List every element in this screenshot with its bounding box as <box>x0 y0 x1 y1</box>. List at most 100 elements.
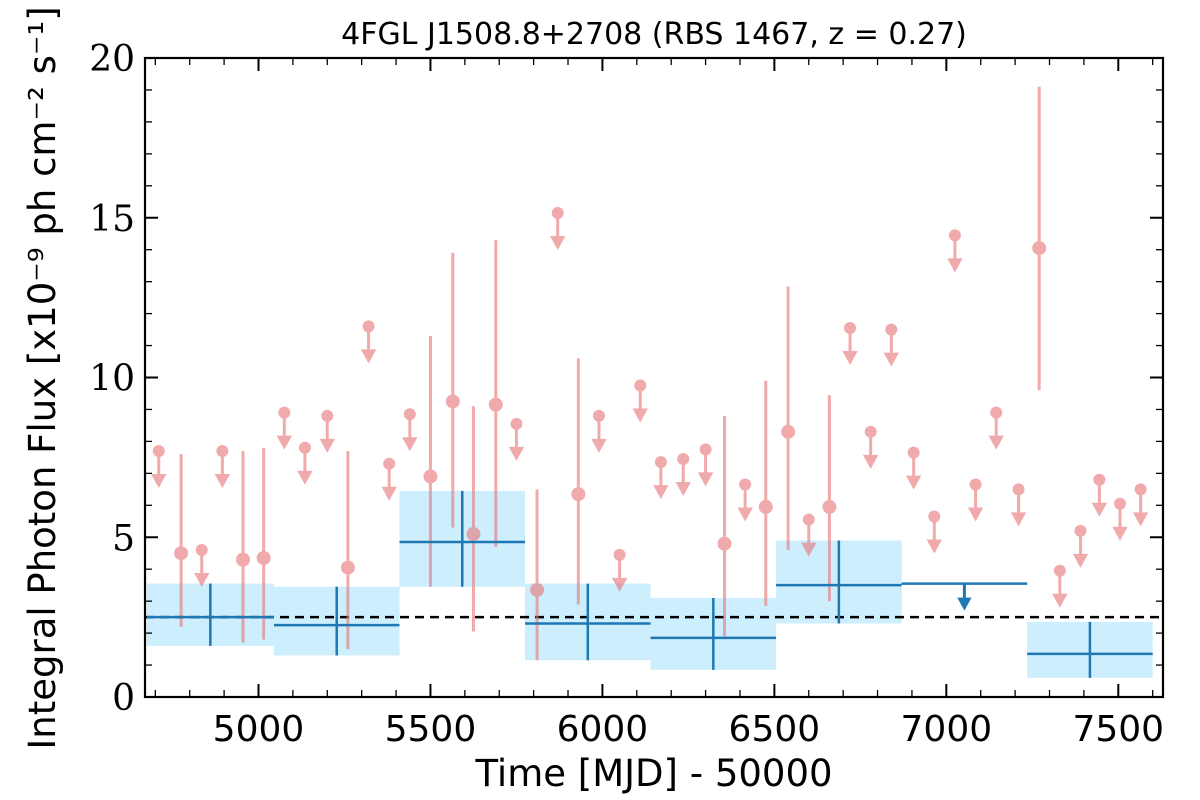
fine-bin-limit-arrow-0-head <box>151 473 167 488</box>
fine-bin-point-13 <box>423 469 438 484</box>
fine-bin-21 <box>591 409 607 453</box>
fine-bin-limit-arrow-7 <box>297 447 313 485</box>
fine-bin-31 <box>801 513 817 557</box>
fine-bin-35 <box>883 323 900 367</box>
fine-bin-limit-arrow-37-head <box>926 539 942 554</box>
fine-bin-point-14 <box>445 394 460 409</box>
fine-bin-point-18 <box>530 582 545 597</box>
fine-bin-limit-arrow-17 <box>508 423 525 461</box>
fine-bin-30 <box>781 286 796 551</box>
fine-bin-limit-arrow-43 <box>1052 570 1068 608</box>
fine-bin-limit-arrow-40-head <box>988 435 1004 450</box>
fine-bin-limit-arrow-35-head <box>883 352 900 367</box>
fine-bin-37 <box>926 510 942 554</box>
x-tick-label-1: 5500 <box>385 709 477 750</box>
fine-bin-46 <box>1112 497 1128 541</box>
fine-bin-limit-arrow-6-head <box>276 435 292 450</box>
fine-bin-point-4 <box>236 552 251 567</box>
fine-bin-33 <box>842 321 858 365</box>
fine-bin-point-1 <box>174 546 189 561</box>
fine-bin-limit-arrow-8-head <box>319 438 335 453</box>
fine-bin-limit-arrow-39 <box>967 484 984 522</box>
fine-bin-point-16 <box>488 397 503 412</box>
fine-bin-limit-arrow-17-head <box>508 446 525 461</box>
fine-bin-43 <box>1052 564 1068 608</box>
fine-bin-limit-arrow-3 <box>214 450 231 488</box>
y-tick-label-4: 20 <box>89 39 135 80</box>
fine-bin-limit-arrow-12-head <box>402 437 418 452</box>
fine-bin-limit-arrow-2 <box>194 550 210 588</box>
fine-bin-point-30 <box>781 424 796 439</box>
fine-bin-2 <box>194 544 210 588</box>
plot-area <box>145 86 1163 678</box>
fine-bin-limit-arrow-31-head <box>801 542 817 557</box>
fine-bin-limit-arrow-35 <box>883 329 900 367</box>
fine-bin-limit-arrow-34 <box>862 431 879 469</box>
fine-bin-limit-arrow-25 <box>675 458 691 496</box>
fine-bin-5 <box>256 447 271 640</box>
fine-bin-point-20 <box>571 487 586 502</box>
axis-ticks: 0 5 10 15 20 5000 5500 6000 6500 7000 7500 <box>89 39 1164 750</box>
fine-bin-limit-arrow-19 <box>550 212 566 250</box>
fine-bin-point-15 <box>466 527 481 542</box>
fine-bin-point-29 <box>758 499 773 514</box>
fine-bin-17 <box>508 417 525 461</box>
fine-bin-limit-arrow-19-head <box>550 235 566 250</box>
fine-bin-limit-arrow-11 <box>381 463 397 501</box>
fine-bin-limit-arrow-38 <box>947 235 963 273</box>
fine-bin-8 <box>319 409 335 453</box>
fine-bin-22 <box>611 548 628 592</box>
x-tick-label-0: 5000 <box>213 709 305 750</box>
coarse-bin-limit-arrow-6 <box>957 583 972 611</box>
fine-bin-14 <box>445 252 460 528</box>
fine-bin-limit-arrow-44 <box>1072 530 1089 568</box>
fine-bin-limit-arrow-10 <box>360 326 377 364</box>
fine-bin-limit-arrow-24 <box>653 462 669 500</box>
fine-bin-limit-arrow-47-head <box>1132 512 1149 527</box>
fine-bin-limit-arrow-45 <box>1091 479 1108 517</box>
fine-bin-limit-arrow-43-head <box>1052 593 1068 608</box>
fine-bin-limit-arrow-36-head <box>905 475 922 490</box>
fine-bin-limit-arrow-0 <box>151 450 167 488</box>
fine-bin-point-27 <box>717 536 732 551</box>
fine-bin-limit-arrow-22 <box>611 554 628 592</box>
fine-bin-6 <box>276 406 292 450</box>
fine-bin-limit-arrow-41 <box>1010 489 1027 527</box>
fine-bin-41 <box>1010 483 1027 527</box>
fine-bin-15 <box>466 406 481 632</box>
fine-bin-point-42 <box>1032 241 1047 256</box>
fine-bin-limit-arrow-11-head <box>381 486 397 501</box>
fine-bin-4 <box>236 450 251 643</box>
fine-bin-limit-arrow-39-head <box>967 507 984 522</box>
fine-bin-limit-arrow-28 <box>737 484 753 522</box>
fine-bin-limit-arrow-41-head <box>1010 512 1027 527</box>
fine-bin-limit-arrow-31 <box>801 519 817 557</box>
y-tick-label-0: 0 <box>112 678 135 719</box>
fine-bin-13 <box>423 335 438 587</box>
fine-bin-limit-arrow-40 <box>988 412 1004 450</box>
x-tick-label-5: 7500 <box>1072 709 1164 750</box>
fine-bin-limit-arrow-47 <box>1132 489 1149 527</box>
y-axis-label: Integral Photon Flux [x10⁻⁹ ph cm⁻² s⁻¹] <box>21 6 64 749</box>
chart-title: 4FGL J1508.8+2708 (RBS 1467, z = 0.27) <box>341 17 967 52</box>
fine-bin-limit-arrow-2-head <box>194 573 210 588</box>
fine-bin-34 <box>862 425 879 469</box>
fine-bin-limit-arrow-33 <box>842 327 858 365</box>
x-axis-label: Time [MJD] - 50000 <box>474 752 832 795</box>
fine-bin-36 <box>905 446 922 490</box>
fine-bin-32 <box>822 395 837 602</box>
fine-bin-3 <box>214 444 231 488</box>
fine-bin-25 <box>675 452 691 496</box>
fine-bin-limit-arrow-44-head <box>1072 553 1089 568</box>
fine-bin-39 <box>967 478 984 522</box>
fine-bin-0 <box>151 444 167 488</box>
fine-bin-19 <box>550 206 566 250</box>
fine-bin-40 <box>988 406 1004 450</box>
x-tick-label-2: 6000 <box>557 709 649 750</box>
fine-bin-limit-arrow-21-head <box>591 438 607 453</box>
fine-bin-limit-arrow-33-head <box>842 350 858 365</box>
fine-bin-18 <box>530 489 545 661</box>
fine-bin-limit-arrow-22-head <box>611 577 628 592</box>
coarse-bin-limit-arrow-6-head <box>957 597 972 611</box>
